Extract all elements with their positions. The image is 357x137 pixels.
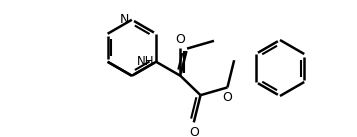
Text: O: O bbox=[189, 126, 199, 137]
Text: NH: NH bbox=[137, 55, 154, 68]
Text: O: O bbox=[175, 33, 185, 46]
Text: N: N bbox=[120, 13, 129, 26]
Text: O: O bbox=[222, 91, 232, 104]
